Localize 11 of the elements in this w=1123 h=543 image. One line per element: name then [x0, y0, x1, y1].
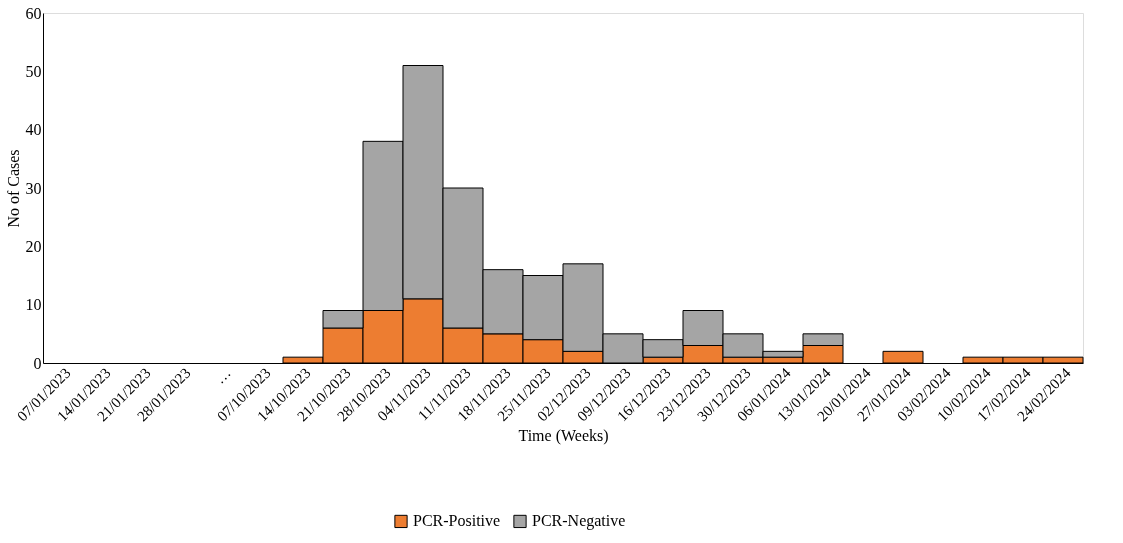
y-axis-title: No of Cases	[4, 149, 22, 228]
y-tick-label: 60	[25, 4, 42, 22]
y-tick-label: 40	[25, 121, 42, 139]
y-tick-label: 0	[33, 354, 42, 372]
legend-label: PCR-Negative	[532, 512, 626, 531]
y-tick-label: 50	[25, 62, 42, 80]
y-tick-label: 10	[25, 296, 42, 314]
x-axis-title: Time (Weeks)	[518, 427, 609, 446]
y-tick-label: 20	[25, 237, 42, 255]
legend-label: PCR-Positive	[413, 512, 501, 530]
y-tick-label: 30	[25, 179, 42, 197]
